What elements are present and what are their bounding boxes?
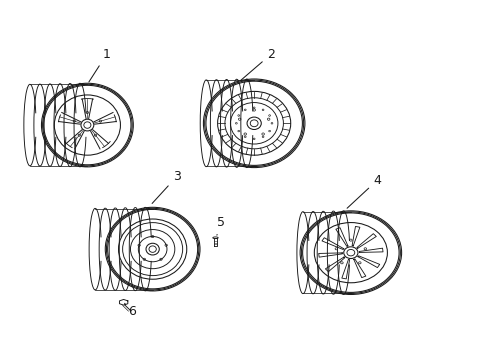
Text: 3: 3 [152,170,181,203]
Text: 4: 4 [346,174,381,208]
Text: 2: 2 [240,48,274,81]
Text: 5: 5 [217,216,225,235]
Text: 1: 1 [89,48,110,82]
Text: 6: 6 [124,303,136,318]
